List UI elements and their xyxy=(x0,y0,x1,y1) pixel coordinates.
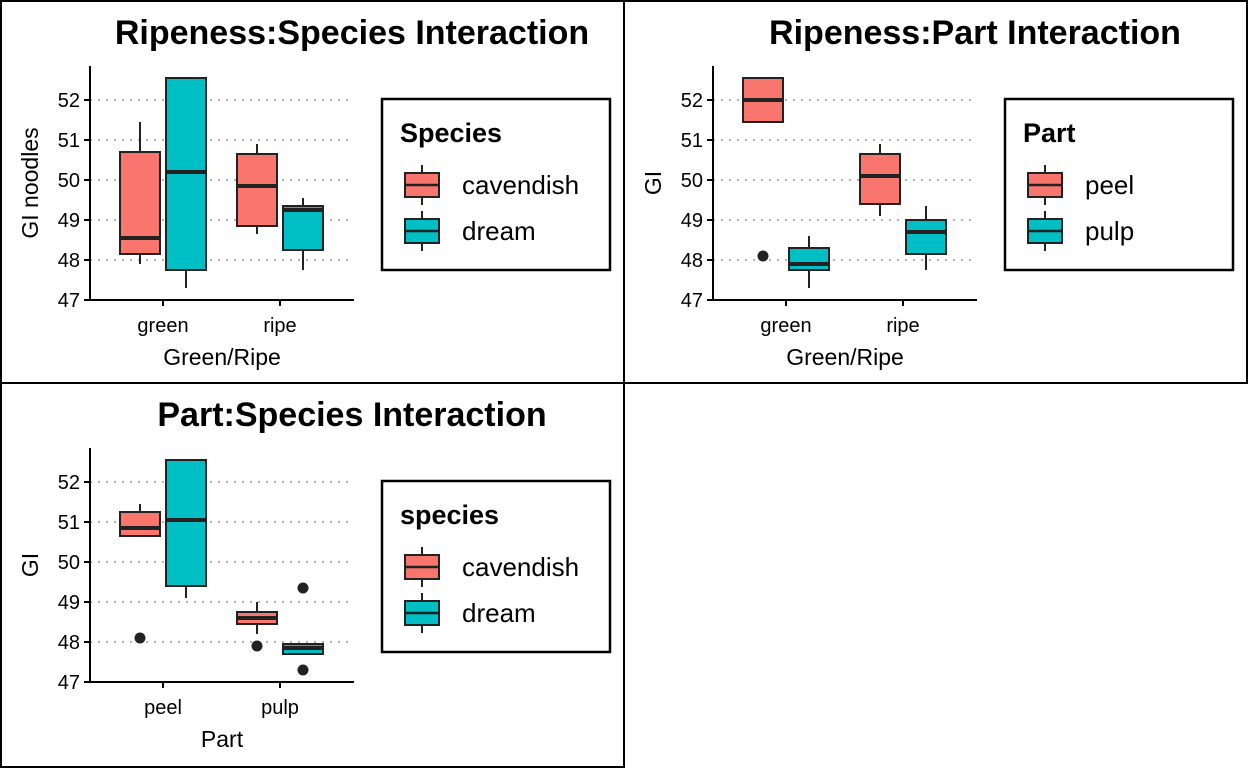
chart-panel-ripeness-species: Ripeness:Species Interaction 47 48 49 50 51 52… xyxy=(0,0,625,384)
legend-label-pulp: pulp xyxy=(1085,216,1134,246)
y-axis-label: GI xyxy=(640,171,666,195)
y-tick-label: 47 xyxy=(58,672,80,694)
y-tick-label: 48 xyxy=(58,250,80,272)
chart-title: Part:Species Interaction xyxy=(157,396,546,434)
box-pulp-ripe xyxy=(905,219,947,255)
legend-label-peel: peel xyxy=(1085,170,1134,200)
y-tick-label: 52 xyxy=(58,472,80,494)
chart-svg-3: Part:Species Interaction 47 48 49 50 51 52 peel… xyxy=(17,396,612,752)
legend-label-dream: dream xyxy=(462,216,536,246)
x-tick-label: peel xyxy=(144,697,182,719)
y-tick-label: 52 xyxy=(681,90,703,112)
y-tick-label: 49 xyxy=(58,210,80,232)
outlier-point xyxy=(251,640,263,652)
box-dream-ripe xyxy=(282,205,324,251)
chart-title: Ripeness:Species Interaction xyxy=(115,14,589,52)
legend: Part peel pulp xyxy=(1003,97,1235,272)
x-tick-label: ripe xyxy=(263,315,296,337)
chart-title: Ripeness:Part Interaction xyxy=(769,14,1181,52)
box-pulp-green xyxy=(788,247,830,271)
legend: Species cavendish dream xyxy=(380,97,612,272)
legend-label-cavendish: cavendish xyxy=(462,552,579,582)
y-tick-label: 47 xyxy=(681,290,703,312)
y-tick-label: 51 xyxy=(681,130,703,152)
outlier-point xyxy=(297,664,309,676)
y-tick-label: 49 xyxy=(58,592,80,614)
y-tick-label: 51 xyxy=(58,130,80,152)
y-tick-label: 48 xyxy=(681,250,703,272)
legend-label-dream: dream xyxy=(462,598,536,628)
y-axis-label: GI xyxy=(17,553,43,577)
y-tick-label: 50 xyxy=(58,552,80,574)
x-tick-label: green xyxy=(760,315,811,337)
x-axis-label: Green/Ripe xyxy=(163,344,281,370)
x-tick-label: pulp xyxy=(261,697,299,719)
y-tick-label: 51 xyxy=(58,512,80,534)
x-axis-label: Green/Ripe xyxy=(786,344,904,370)
box-peel-ripe xyxy=(859,153,901,205)
y-tick-label: 50 xyxy=(58,170,80,192)
y-axis-label: GI noodles xyxy=(17,127,43,238)
legend-title: Species xyxy=(400,118,502,148)
chart-svg-1: Ripeness:Species Interaction 47 48 49 50 51 52… xyxy=(17,14,612,370)
outlier-point xyxy=(757,250,769,262)
legend: species cavendish dream xyxy=(380,479,612,654)
box-cavendish-peel xyxy=(119,511,161,537)
x-axis-label: Part xyxy=(201,726,244,752)
legend-title: species xyxy=(400,500,499,530)
chart-panel-ripeness-part: Ripeness:Part Interaction 47 48 49 50 51 52 gre… xyxy=(623,0,1248,384)
y-tick-label: 50 xyxy=(681,170,703,192)
box-cavendish-ripe xyxy=(236,153,278,227)
y-tick-label: 49 xyxy=(681,210,703,232)
x-tick-label: ripe xyxy=(886,315,919,337)
box-dream-peel xyxy=(165,459,207,587)
chart-panel-part-species: Part:Species Interaction 47 48 49 50 51 52 peel… xyxy=(0,382,625,768)
outlier-point xyxy=(297,582,309,594)
legend-label-cavendish: cavendish xyxy=(462,170,579,200)
y-tick-label: 52 xyxy=(58,90,80,112)
chart-svg-2: Ripeness:Part Interaction 47 48 49 50 51 52 gre… xyxy=(640,14,1235,370)
y-tick-label: 48 xyxy=(58,632,80,654)
y-tick-label: 47 xyxy=(58,290,80,312)
legend-title: Part xyxy=(1023,118,1076,148)
x-tick-label: green xyxy=(137,315,188,337)
outlier-point xyxy=(134,632,146,644)
